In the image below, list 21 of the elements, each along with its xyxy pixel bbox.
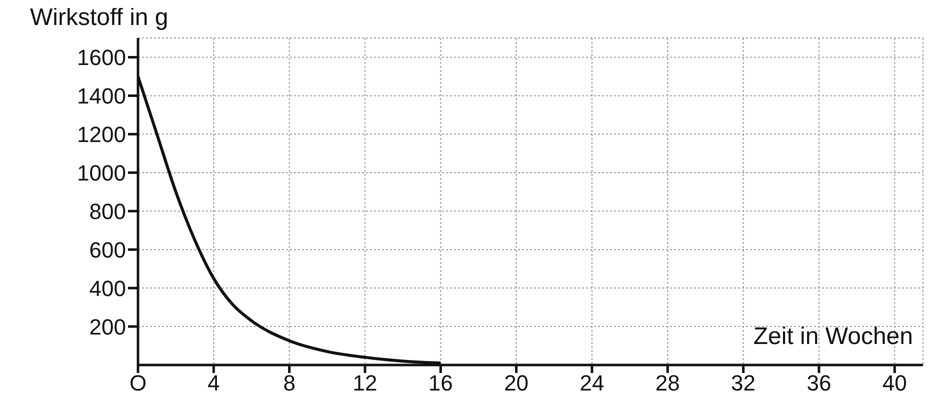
x-tick-label: 28	[655, 370, 680, 396]
x-tick-label: 36	[806, 370, 832, 396]
x-tick-label: 40	[882, 370, 907, 396]
x-tick-label: 8	[283, 370, 296, 396]
y-axis-title: Wirkstoff in g	[30, 4, 168, 32]
x-tick-label: 24	[580, 370, 604, 396]
y-tick-label: 1600	[77, 45, 126, 70]
y-tick-label: 1000	[77, 160, 126, 186]
x-tick-label: 4	[208, 370, 220, 396]
x-tick-label: 32	[731, 370, 756, 396]
y-tick-label: 400	[89, 276, 126, 301]
x-axis-title: Zeit in Wochen	[753, 323, 913, 350]
y-tick-label: 1200	[77, 122, 126, 147]
x-tick-label: 16	[428, 370, 453, 396]
x-tick-label: O	[129, 370, 147, 396]
y-tick-label: 600	[89, 237, 126, 262]
y-tick-label: 1400	[77, 84, 126, 109]
y-tick-label: 200	[89, 314, 126, 340]
x-tick-label: 20	[504, 370, 529, 396]
y-tick-label: 800	[89, 198, 126, 224]
x-tick-label: 12	[352, 370, 378, 396]
